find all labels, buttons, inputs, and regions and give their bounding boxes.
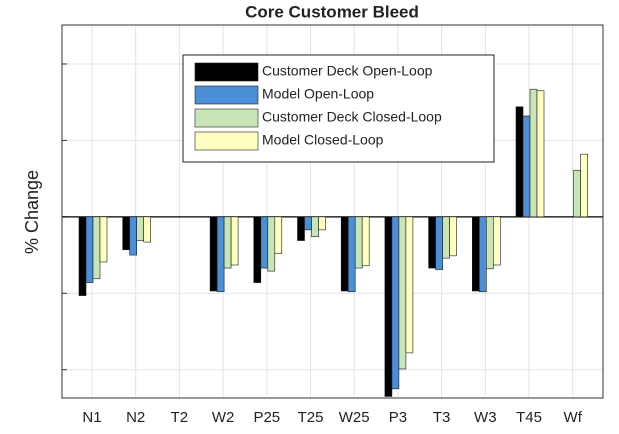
legend-label: Model Closed-Loop — [262, 132, 384, 148]
bar — [223, 216, 232, 269]
bar — [522, 115, 531, 218]
bar — [99, 216, 108, 263]
bar — [405, 216, 414, 354]
bar — [304, 216, 312, 231]
x-tick-label: W25 — [339, 409, 370, 426]
legend-swatch — [194, 108, 259, 128]
legend-swatch — [194, 131, 259, 151]
bar — [398, 216, 407, 370]
bar — [435, 216, 443, 270]
bar — [78, 216, 87, 296]
bar — [122, 216, 130, 251]
bar — [297, 216, 305, 241]
bar — [471, 216, 480, 292]
bar — [442, 216, 450, 259]
x-tick-label: N1 — [82, 409, 101, 426]
bar — [428, 216, 436, 269]
x-tick-label: T2 — [171, 409, 189, 426]
x-tick-label: Wf — [564, 409, 583, 426]
bar — [361, 216, 370, 267]
bar — [529, 88, 538, 218]
x-tick-label: P3 — [389, 409, 407, 426]
bar — [216, 216, 225, 293]
bar — [449, 216, 457, 257]
x-tick-label: W3 — [474, 409, 497, 426]
bar — [230, 216, 239, 266]
x-tick-label: T45 — [516, 409, 542, 426]
bar — [573, 169, 582, 218]
bar — [143, 216, 151, 243]
bar — [340, 216, 349, 292]
bar — [253, 216, 262, 283]
legend-swatch — [194, 62, 259, 82]
bar — [92, 216, 101, 280]
plot-frame — [61, 24, 604, 399]
legend-swatch — [194, 85, 259, 105]
bar — [85, 216, 94, 283]
x-tick-label: W2 — [212, 409, 235, 426]
bar — [485, 216, 494, 270]
x-tick-label: P25 — [253, 409, 280, 426]
bar — [492, 216, 501, 266]
x-tick-label: N2 — [126, 409, 145, 426]
bar — [318, 216, 326, 231]
bar — [260, 216, 269, 269]
bar — [311, 216, 319, 238]
bar — [274, 216, 283, 254]
bar — [384, 216, 393, 397]
x-tick-label: T3 — [433, 409, 451, 426]
x-tick-label: T25 — [298, 409, 324, 426]
chart-title: Core Customer Bleed — [245, 2, 419, 21]
bar — [209, 216, 218, 292]
bar — [354, 216, 363, 269]
bar — [391, 216, 400, 390]
bar — [136, 216, 144, 241]
bar — [267, 216, 276, 272]
bar — [536, 90, 545, 218]
bar — [347, 216, 356, 293]
bar — [515, 106, 524, 218]
legend-label: Customer Deck Open-Loop — [262, 63, 433, 79]
legend-label: Model Open-Loop — [262, 86, 374, 102]
bar — [580, 153, 589, 218]
bar — [478, 216, 487, 293]
bar — [129, 216, 137, 256]
y-axis-label: % Change — [22, 170, 42, 254]
legend-label: Customer Deck Closed-Loop — [262, 109, 442, 125]
